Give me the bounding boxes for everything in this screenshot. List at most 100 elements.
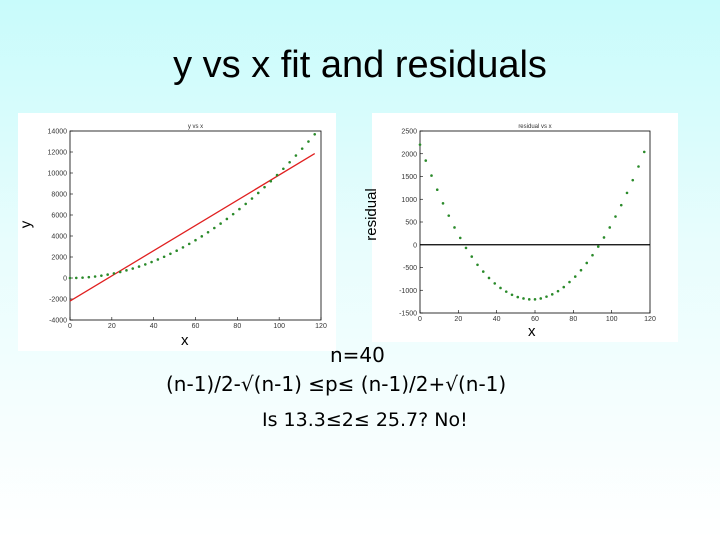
plot-title: residual vs x xyxy=(518,124,551,130)
data-point xyxy=(68,276,72,280)
data-point xyxy=(464,246,468,250)
data-point xyxy=(81,276,84,279)
data-point xyxy=(447,214,451,217)
data-point xyxy=(307,140,310,143)
data-point xyxy=(93,275,97,278)
data-point xyxy=(219,222,222,225)
data-point xyxy=(487,276,491,280)
data-point xyxy=(591,253,594,257)
data-point xyxy=(430,174,433,177)
y-tick-label: 2500 xyxy=(401,129,417,136)
y-tick-label: -500 xyxy=(403,265,417,272)
x-tick-label: 0 xyxy=(418,316,422,323)
runs-check-text: Is 13.3≤2≤ 25.7? No! xyxy=(262,409,468,431)
data-point xyxy=(631,178,635,182)
y-tick-label: 2000 xyxy=(51,255,67,262)
x-axis-label-left: x xyxy=(181,332,189,349)
data-point xyxy=(476,263,479,267)
y-tick-label: 14000 xyxy=(48,129,68,136)
y-tick-label: -4000 xyxy=(49,318,67,325)
data-point xyxy=(619,203,623,207)
data-point xyxy=(637,165,640,168)
data-point xyxy=(181,246,185,249)
y-tick-label: 1000 xyxy=(401,197,417,204)
data-point xyxy=(87,275,91,279)
y-tick-label: -1500 xyxy=(399,311,417,318)
data-point xyxy=(585,261,589,265)
data-point xyxy=(275,173,279,177)
chart-panel-y-vs-x: y vs x 0 20 40 60 80 100 120 -4000 -2000 0 2000 4000… xyxy=(18,113,336,351)
data-point xyxy=(458,236,462,240)
x-tick-label: 0 xyxy=(68,323,72,330)
data-point xyxy=(418,143,422,146)
data-point xyxy=(156,258,160,261)
data-point xyxy=(625,191,629,195)
x-tick-label: 20 xyxy=(108,323,116,330)
data-point xyxy=(256,191,260,195)
data-point xyxy=(162,255,166,259)
data-point xyxy=(510,293,514,297)
data-point xyxy=(533,298,537,301)
data-point xyxy=(504,290,508,293)
data-point xyxy=(556,289,560,293)
x-tick-label: 100 xyxy=(606,316,618,323)
data-point xyxy=(608,226,612,229)
y-tick-label: 0 xyxy=(413,242,417,249)
data-point xyxy=(562,285,566,289)
runs-bounds-formula: (n-1)/2-√(n-1) ≤p≤ (n-1)/2+√(n-1) xyxy=(166,372,507,396)
data-point xyxy=(614,215,617,218)
data-point xyxy=(539,297,543,300)
data-point xyxy=(112,272,116,275)
data-point xyxy=(522,297,525,300)
x-tick-label: 120 xyxy=(315,323,327,330)
plot-title: y vs x xyxy=(188,124,203,130)
data-point xyxy=(550,293,554,296)
data-point xyxy=(596,245,600,248)
x-tick-label: 20 xyxy=(454,316,462,323)
data-point xyxy=(516,295,520,299)
data-point xyxy=(206,230,210,234)
data-point xyxy=(294,154,298,157)
y-tick-label: 1500 xyxy=(401,174,417,181)
y-axis-label-right: residual xyxy=(362,188,380,241)
y-tick-label: -2000 xyxy=(49,297,67,304)
y-tick-label: 6000 xyxy=(51,213,67,220)
chart-residual-vs-x: residual vs x 0 20 40 60 80 100 120 -1500 -1000 -5… xyxy=(399,124,656,323)
x-tick-label: 40 xyxy=(493,316,501,323)
data-point xyxy=(602,236,606,239)
data-point xyxy=(435,188,439,191)
x-tick-label: 80 xyxy=(569,316,577,323)
y-axis-label-left: y xyxy=(17,220,35,229)
y-tick-label: -1000 xyxy=(399,288,417,295)
y-tick-label: 4000 xyxy=(51,234,67,241)
data-point xyxy=(231,212,235,216)
data-point xyxy=(118,270,122,274)
data-point xyxy=(642,150,646,154)
data-point xyxy=(125,269,128,272)
data-point xyxy=(144,263,147,266)
sample-size-text: n=40 xyxy=(330,343,385,367)
x-axis-label-right: x xyxy=(528,323,536,340)
data-point xyxy=(481,270,485,273)
data-point xyxy=(568,280,571,284)
data-point xyxy=(313,132,317,136)
data-point xyxy=(453,226,456,229)
slide-title: y vs x fit and residuals xyxy=(173,44,547,86)
fit-line xyxy=(69,153,316,302)
data-point xyxy=(282,167,285,171)
data-point xyxy=(441,202,445,205)
data-point xyxy=(137,265,141,268)
x-tick-label: 100 xyxy=(273,323,285,330)
x-tick-label: 80 xyxy=(233,323,241,330)
data-point xyxy=(288,160,291,164)
data-point xyxy=(527,298,531,301)
chart-panel-residual-vs-x: residual vs x 0 20 40 60 80 100 120 -1500 -1000 -5… xyxy=(372,113,678,342)
data-point xyxy=(579,268,583,272)
data-point xyxy=(300,147,304,150)
data-point xyxy=(470,255,474,258)
y-tick-label: 12000 xyxy=(48,150,68,157)
data-point xyxy=(250,197,254,200)
data-point xyxy=(200,235,204,238)
data-point xyxy=(573,275,577,278)
y-tick-label: 0 xyxy=(63,276,67,283)
